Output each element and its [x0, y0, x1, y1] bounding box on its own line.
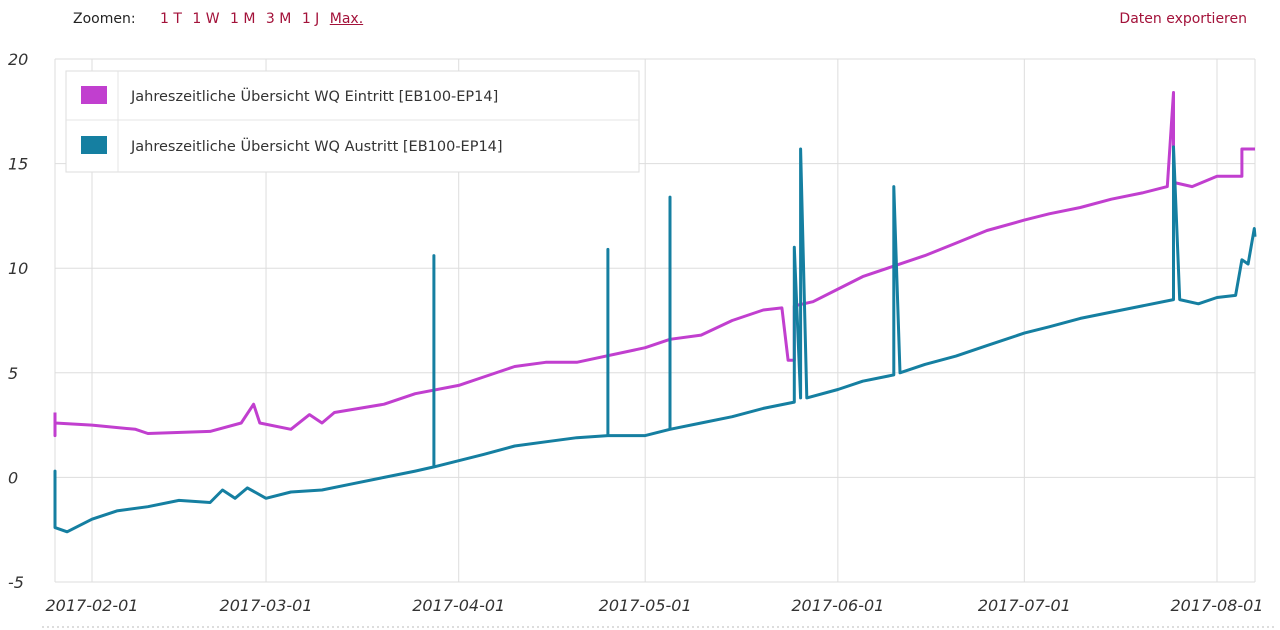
legend-label-austritt: Jahreszeitliche Übersicht WQ Austritt [E…	[130, 137, 503, 155]
chart-series	[53, 91, 1257, 534]
x-tick-label: 2017-02-01	[46, 596, 139, 615]
series-line-austritt	[53, 145, 1257, 534]
zoom-1-week-button[interactable]: 1 W	[192, 11, 220, 27]
zoom-options: 1 T 1 W 1 M 3 M 1 J Max.	[160, 11, 369, 27]
x-tick-label: 2017-03-01	[220, 596, 313, 615]
legend-item-austritt[interactable]: Jahreszeitliche Übersicht WQ Austritt [E…	[81, 136, 503, 155]
y-tick-label: 0	[8, 468, 18, 487]
zoom-max-button[interactable]: Max.	[329, 11, 364, 27]
series-line-eintritt	[53, 91, 1255, 438]
legend-item-eintritt[interactable]: Jahreszeitliche Übersicht WQ Eintritt [E…	[81, 86, 498, 105]
zoom-1-day-button[interactable]: 1 T	[160, 11, 182, 27]
y-axis-ticks: 20 15 10 5 0 -5	[8, 50, 28, 592]
legend-swatch-eintritt	[81, 86, 107, 104]
y-tick-label: 15	[8, 155, 28, 174]
legend-label-eintritt: Jahreszeitliche Übersicht WQ Eintritt [E…	[130, 87, 498, 105]
chart-grid	[54, 58, 1256, 583]
x-tick-label: 2017-04-01	[412, 596, 505, 615]
legend-box	[65, 70, 640, 173]
legend-swatch-austritt	[81, 136, 107, 154]
y-tick-label: 5	[8, 364, 18, 383]
y-tick-label: 20	[8, 50, 28, 69]
chart-toolbar: Zoomen: 1 T 1 W 1 M 3 M 1 J Max. Daten e…	[0, 0, 1280, 40]
y-tick-label: -5	[8, 573, 24, 592]
zoom-label: Zoomen:	[73, 11, 136, 27]
zoom-3-month-button[interactable]: 3 M	[265, 11, 292, 27]
chart-legend: Jahreszeitliche Übersicht WQ Eintritt [E…	[65, 70, 640, 173]
x-tick-label: 2017-06-01	[791, 596, 884, 615]
export-data-link[interactable]: Daten exportieren	[1119, 11, 1247, 27]
zoom-1-month-button[interactable]: 1 M	[230, 11, 256, 27]
x-tick-label: 2017-05-01	[599, 596, 692, 615]
x-tick-label: 2017-07-01	[978, 596, 1071, 615]
zoom-1-year-button[interactable]: 1 J	[301, 11, 320, 27]
x-tick-label: 2017-08-01	[1171, 596, 1264, 615]
x-axis-ticks: 2017-02-01 2017-03-01 2017-04-01 2017-05-01…	[46, 596, 1264, 615]
y-tick-label: 10	[8, 259, 28, 278]
